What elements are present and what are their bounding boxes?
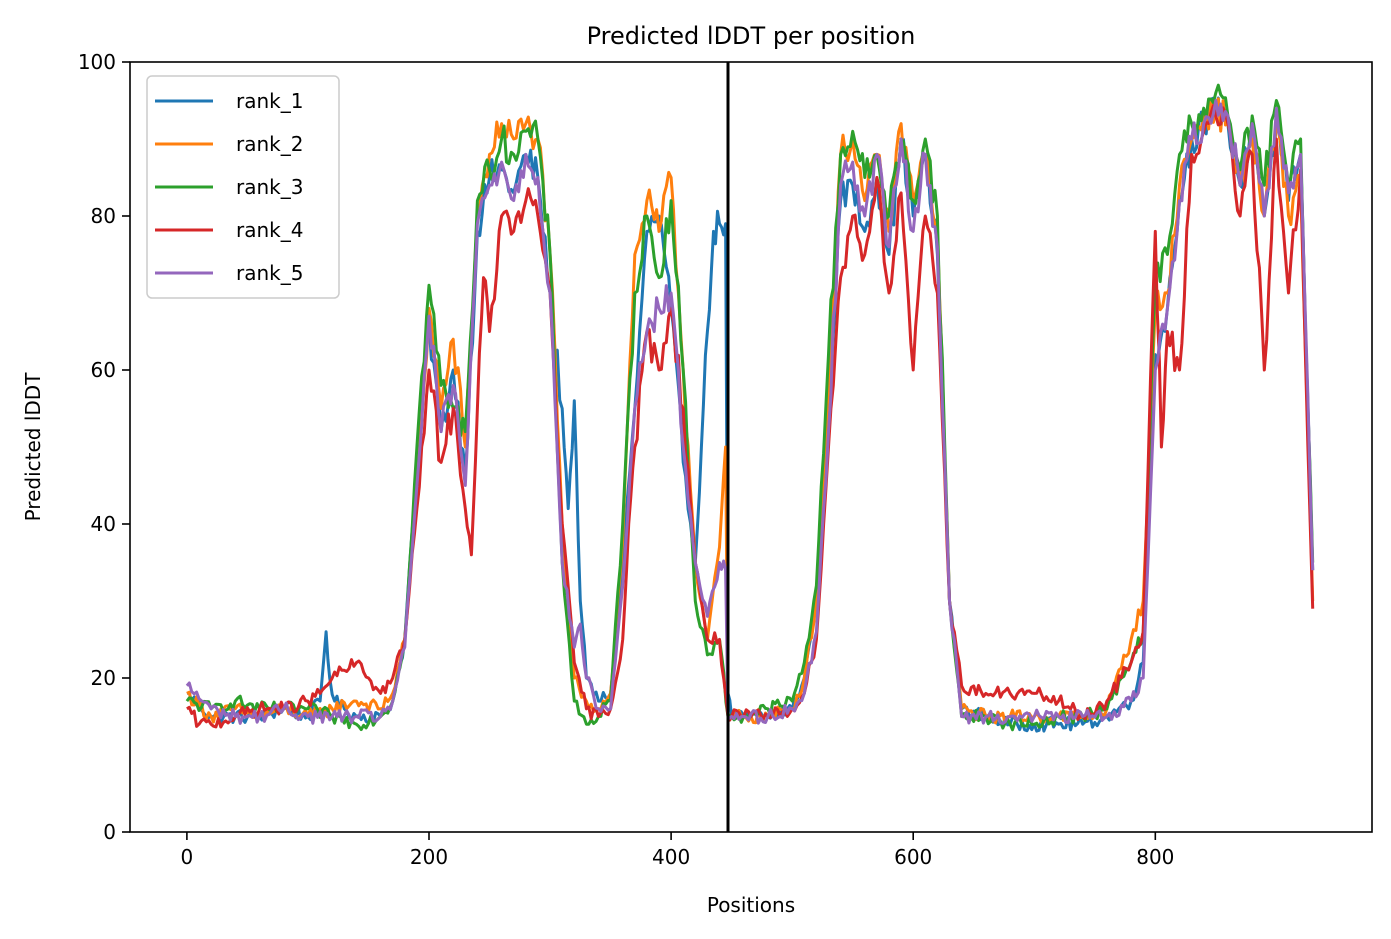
- chart-title: Predicted lDDT per position: [587, 22, 916, 50]
- x-axis: 0 200 400 600 800: [181, 832, 1174, 869]
- y-tick-label: 40: [91, 512, 116, 536]
- y-tick-label: 100: [78, 50, 116, 74]
- y-axis-label: Predicted lDDT: [21, 372, 45, 522]
- x-tick-label: 0: [181, 845, 194, 869]
- series-layer: [185, 83, 1315, 733]
- legend-label: rank_3: [236, 175, 303, 199]
- series-line-rank-5: [185, 99, 1315, 725]
- legend-label: rank_4: [236, 218, 303, 242]
- x-axis-label: Positions: [707, 893, 795, 917]
- legend-label: rank_5: [236, 261, 303, 285]
- legend-box: [146, 75, 340, 299]
- plot-frame: [129, 61, 1373, 833]
- x-tick-label: 800: [1136, 845, 1174, 869]
- y-axis: 0 20 40 60 80 100: [78, 50, 130, 844]
- y-tick-label: 20: [91, 666, 116, 690]
- y-tick-label: 0: [103, 820, 116, 844]
- series-line-rank-4: [186, 104, 1315, 729]
- series-line-rank-1: [186, 96, 1315, 733]
- x-tick-label: 200: [410, 845, 448, 869]
- x-tick-label: 400: [652, 845, 690, 869]
- legend-label: rank_1: [236, 89, 303, 113]
- y-tick-label: 80: [91, 204, 116, 228]
- legend-label: rank_2: [236, 132, 303, 156]
- y-tick-label: 60: [91, 358, 116, 382]
- x-tick-label: 600: [894, 845, 932, 869]
- legend: rank_1 rank_2 rank_3 rank_4 rank_5: [146, 75, 340, 299]
